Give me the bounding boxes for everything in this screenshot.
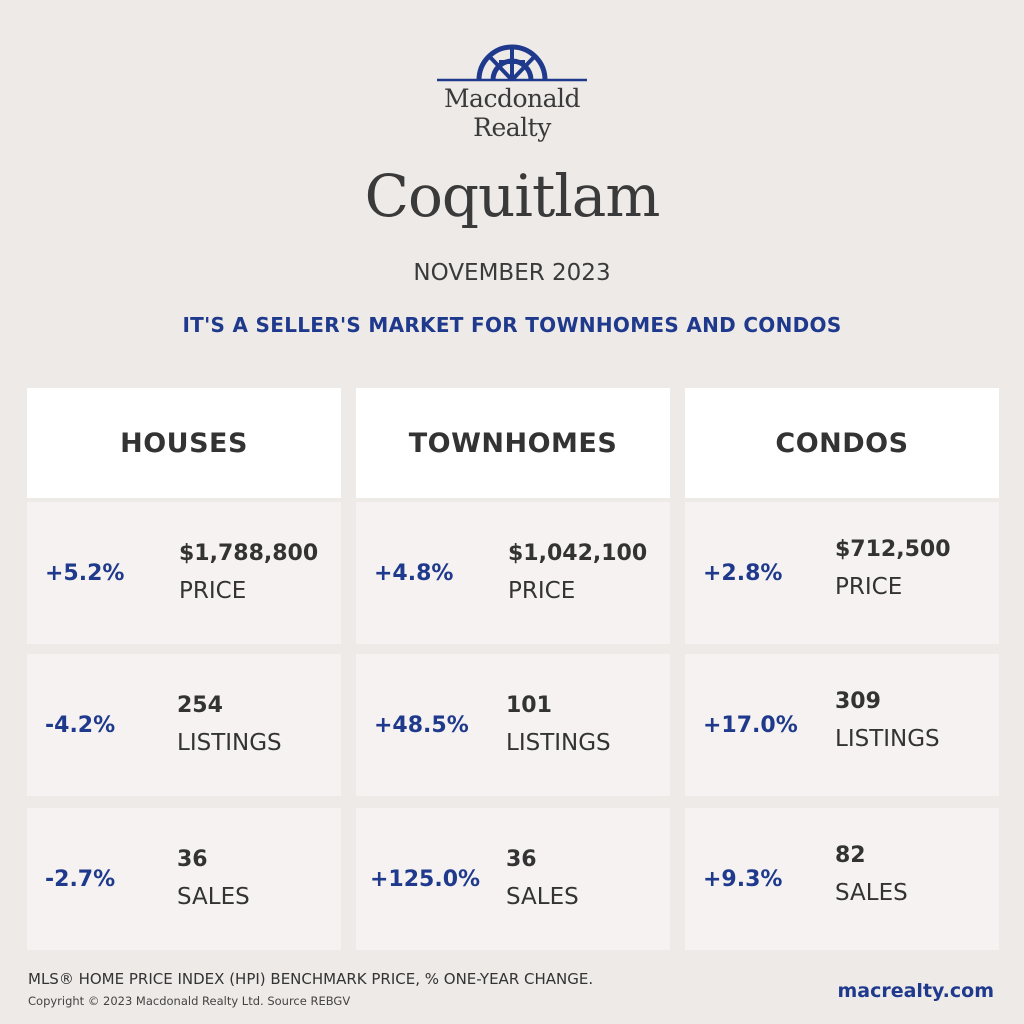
price-value: $1,042,100	[508, 541, 648, 566]
brand-name-line1: Macdonald	[443, 84, 581, 113]
listings-metric: 254 LISTINGS	[177, 692, 282, 760]
market-headline: IT'S A SELLER'S MARKET FOR TOWNHOMES AND…	[182, 313, 842, 337]
sales-metric: 36 SALES	[506, 846, 579, 914]
sales-value: 82	[835, 843, 866, 868]
price-metric: $712,500 PRICE	[835, 536, 951, 604]
brand-name-line2: Realty	[473, 113, 551, 142]
price-card: +2.8% $712,500 PRICE	[685, 502, 999, 644]
listings-label: LISTINGS	[835, 726, 940, 752]
listings-change: -4.2%	[45, 712, 116, 738]
condos-column: CONDOS +2.8% $712,500 PRICE +17.0% 309 L…	[685, 388, 999, 950]
sales-card: +9.3% 82 SALES	[685, 808, 999, 950]
listings-value: 254	[177, 693, 223, 718]
sales-metric: 36 SALES	[177, 846, 250, 914]
sales-change: -2.7%	[45, 866, 116, 892]
sales-change: +125.0%	[370, 866, 481, 892]
sales-value: 36	[506, 847, 537, 872]
listings-change: +48.5%	[374, 712, 469, 738]
column-header: HOUSES	[27, 388, 341, 498]
sales-label: SALES	[177, 884, 250, 910]
price-change: +2.8%	[703, 560, 783, 586]
listings-value: 101	[506, 693, 552, 718]
sales-label: SALES	[835, 880, 908, 906]
column-header: TOWNHOMES	[356, 388, 670, 498]
listings-card: -4.2% 254 LISTINGS	[27, 654, 341, 796]
listings-metric: 101 LISTINGS	[506, 692, 611, 760]
listings-card: +17.0% 309 LISTINGS	[685, 654, 999, 796]
price-label: PRICE	[179, 578, 247, 604]
sales-card: +125.0% 36 SALES	[356, 808, 670, 950]
column-header: CONDOS	[685, 388, 999, 498]
listings-metric: 309 LISTINGS	[835, 688, 940, 756]
listings-card: +48.5% 101 LISTINGS	[356, 654, 670, 796]
price-change: +4.8%	[374, 560, 454, 586]
listings-value: 309	[835, 689, 881, 714]
listings-label: LISTINGS	[177, 730, 282, 756]
listings-label: LISTINGS	[506, 730, 611, 756]
price-card: +5.2% $1,788,800 PRICE	[27, 502, 341, 644]
price-label: PRICE	[508, 578, 576, 604]
sales-card: -2.7% 36 SALES	[27, 808, 341, 950]
price-card: +4.8% $1,042,100 PRICE	[356, 502, 670, 644]
price-value: $712,500	[835, 537, 951, 562]
sales-value: 36	[177, 847, 208, 872]
report-month: NOVEMBER 2023	[413, 260, 611, 286]
footer-note: MLS® HOME PRICE INDEX (HPI) BENCHMARK PR…	[28, 970, 594, 988]
brand-logo: Macdonald Realty	[0, 38, 1024, 142]
price-label: PRICE	[835, 574, 903, 600]
price-metric: $1,042,100 PRICE	[508, 540, 647, 608]
sales-metric: 82 SALES	[835, 842, 908, 910]
city-title: Coquitlam	[364, 162, 661, 230]
sales-change: +9.3%	[703, 866, 783, 892]
footer-copyright: Copyright © 2023 Macdonald Realty Ltd. S…	[28, 994, 351, 1008]
houses-column: HOUSES +5.2% $1,788,800 PRICE -4.2% 254 …	[27, 388, 341, 950]
price-change: +5.2%	[45, 560, 125, 586]
price-metric: $1,788,800 PRICE	[179, 540, 318, 608]
sunburst-logo-icon	[437, 44, 587, 82]
price-value: $1,788,800	[179, 541, 319, 566]
townhomes-column: TOWNHOMES +4.8% $1,042,100 PRICE +48.5% …	[356, 388, 670, 950]
sales-label: SALES	[506, 884, 579, 910]
website-link[interactable]: macrealty.com	[837, 980, 994, 1002]
listings-change: +17.0%	[703, 712, 798, 738]
